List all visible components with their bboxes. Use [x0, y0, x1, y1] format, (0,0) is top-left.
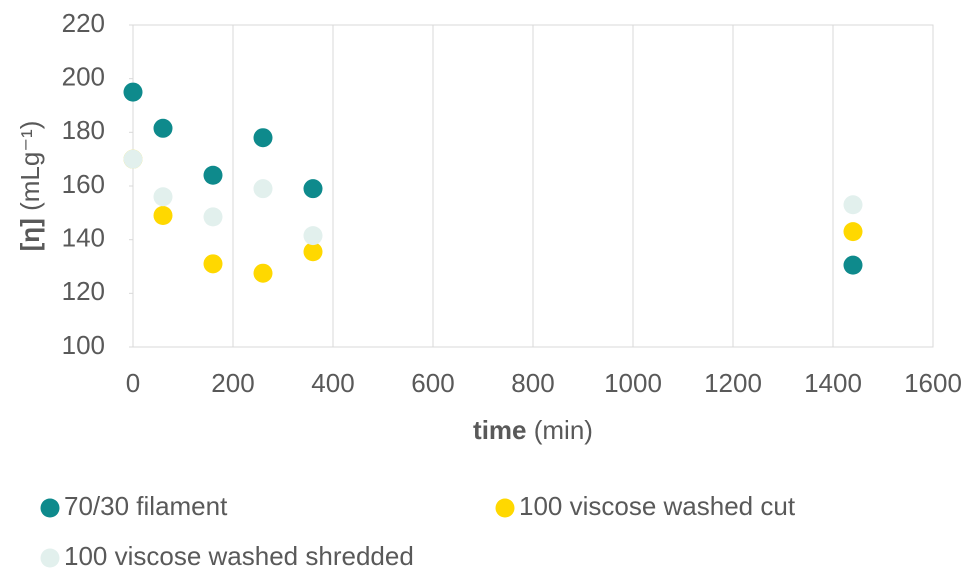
x-tick-label: 0 [126, 368, 140, 398]
point [253, 128, 273, 148]
point [843, 222, 863, 242]
point [843, 255, 863, 275]
y-tick-label: 140 [62, 223, 105, 253]
x-tick-label: 1400 [804, 368, 862, 398]
y-tick-label: 160 [62, 169, 105, 199]
y-tick-label: 200 [62, 62, 105, 92]
point [303, 179, 323, 199]
point [153, 206, 173, 226]
legend-label: 100 viscose washed cut [519, 491, 796, 521]
legend-label: 100 viscose washed shredded [64, 541, 414, 571]
x-tick-label: 200 [211, 368, 254, 398]
legend-marker [40, 548, 60, 568]
point [303, 226, 323, 246]
legend-label: 70/30 filament [64, 491, 228, 521]
y-tick-label: 220 [62, 8, 105, 38]
point [203, 165, 223, 185]
x-tick-label: 1000 [604, 368, 662, 398]
point [123, 149, 143, 169]
point [843, 195, 863, 215]
point [253, 263, 273, 283]
x-axis-label: time (min) [473, 415, 593, 445]
point [203, 254, 223, 274]
point [153, 118, 173, 138]
y-tick-label: 120 [62, 276, 105, 306]
x-tick-label: 800 [511, 368, 554, 398]
y-axis-label: [η] (mLg⁻¹) [15, 121, 45, 252]
x-tick-label: 600 [411, 368, 454, 398]
x-tick-label: 1200 [704, 368, 762, 398]
y-tick-label: 100 [62, 330, 105, 360]
point [123, 82, 143, 102]
point [153, 187, 173, 207]
point [303, 242, 323, 262]
x-tick-label: 1600 [904, 368, 962, 398]
legend-marker [495, 498, 515, 518]
point [253, 179, 273, 199]
y-tick-label: 180 [62, 115, 105, 145]
point [203, 207, 223, 227]
legend-marker [40, 498, 60, 518]
x-tick-label: 400 [311, 368, 354, 398]
